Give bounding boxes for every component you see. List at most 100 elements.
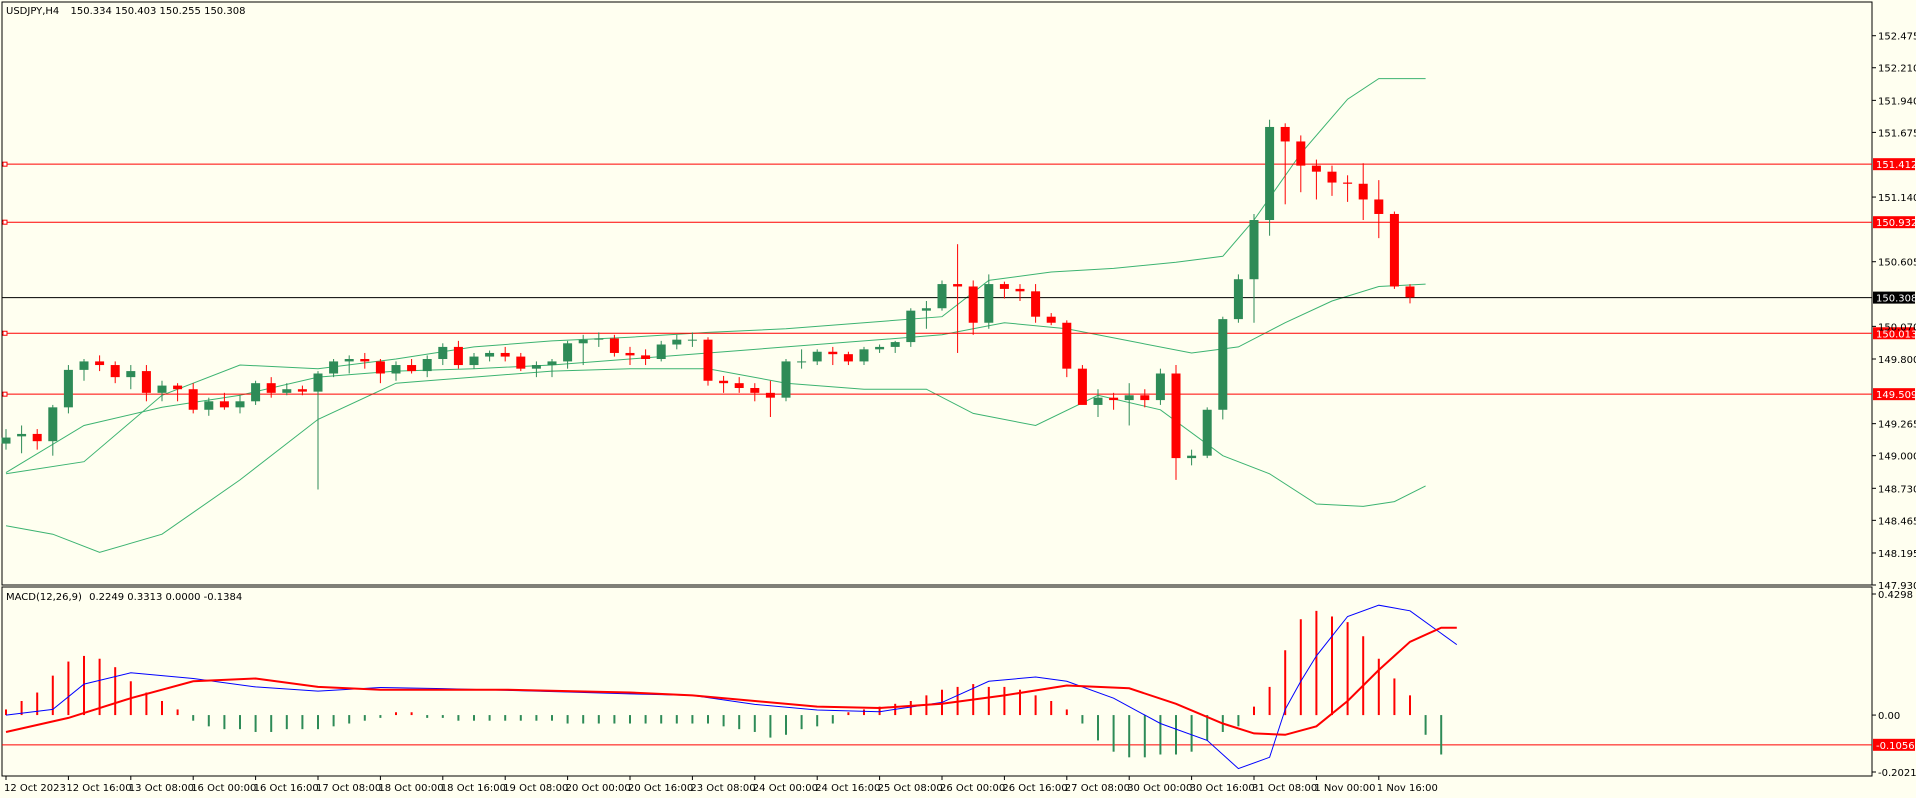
candle-body — [500, 352, 510, 357]
candle-body — [656, 344, 666, 359]
candle-body — [734, 383, 744, 389]
candle-body — [219, 401, 229, 408]
candle-body — [235, 401, 245, 408]
candle-body — [32, 433, 42, 442]
candle-body — [79, 361, 89, 370]
price-tick-label: 150.605 — [1878, 258, 1916, 269]
macd-line — [5, 604, 1458, 770]
price-tick-label: 149.800 — [1878, 355, 1916, 366]
time-tick-label: 26 Oct 16:00 — [1002, 783, 1067, 794]
candle-body — [95, 361, 105, 366]
macd-signal-line — [5, 626, 1457, 736]
candle-body — [1015, 288, 1025, 292]
price-tick-label: 147.930 — [1878, 581, 1916, 592]
time-tick-label: 25 Oct 08:00 — [878, 783, 943, 794]
candle-body — [1405, 286, 1415, 298]
current-price-tag — [1873, 291, 1915, 304]
candle-body — [48, 407, 58, 442]
candle-body — [1140, 395, 1150, 401]
price-tick-label: 148.730 — [1878, 484, 1916, 495]
candle-body — [485, 352, 495, 357]
time-tick-label: 24 Oct 00:00 — [753, 783, 818, 794]
chart-symbol-header: USDJPY,H4 150.334 150.403 150.255 150.30… — [6, 6, 245, 17]
candle-body — [578, 339, 588, 344]
price-level-label: 150.013 — [1876, 329, 1916, 340]
macd-level-tag — [1873, 738, 1915, 751]
ohlc-values: 150.334 150.403 150.255 150.308 — [70, 6, 245, 17]
candle-body — [1109, 397, 1119, 401]
candle-body — [204, 401, 214, 410]
time-tick-label: 26 Oct 00:00 — [940, 783, 1005, 794]
time-tick-label: 20 Oct 16:00 — [628, 783, 693, 794]
price-tick-label: 151.940 — [1878, 96, 1916, 107]
macd-pane[interactable]: -0.1056 0.4298 0.00 -0.2021 MACD(12,26,9) … — [1, 586, 1916, 779]
time-tick-label: 12 Oct 16:00 — [66, 783, 131, 794]
candle-body — [329, 361, 339, 374]
candle-body — [1202, 409, 1212, 456]
candle-body — [469, 356, 479, 366]
price-tick-label: 149.265 — [1878, 420, 1916, 431]
price-pane-border — [1, 1, 1873, 586]
candle-body — [687, 339, 697, 341]
time-tick-label: 13 Oct 08:00 — [129, 783, 194, 794]
candle-body — [750, 388, 760, 393]
candle-body — [1311, 165, 1321, 172]
symbol-label: USDJPY,H4 — [6, 6, 59, 17]
macd-level: -0.1056 — [2, 738, 1915, 752]
bollinger-lower-line — [5, 368, 1426, 553]
price-level-marker — [2, 219, 8, 225]
candle-body — [251, 383, 261, 402]
candle-body — [765, 392, 775, 398]
candle-body — [516, 356, 526, 369]
price-level-tag — [1873, 388, 1915, 401]
candle-body — [282, 389, 292, 393]
candle-body — [625, 352, 635, 356]
candle-body — [531, 365, 541, 369]
candle-body — [17, 433, 27, 437]
price-level-marker — [2, 330, 8, 336]
macd-lines — [5, 604, 1458, 770]
macd-axis: 0.4298 0.00 -0.2021 — [1872, 590, 1916, 779]
candle-body — [1280, 126, 1290, 142]
candle-body — [1296, 141, 1306, 166]
macd-pane-border — [1, 586, 1873, 777]
candle-body — [438, 346, 448, 359]
time-tick-label: 1 Nov 00:00 — [1314, 783, 1375, 794]
time-tick-label: 30 Oct 16:00 — [1190, 783, 1255, 794]
candle-body — [266, 383, 276, 393]
candle-body — [1093, 397, 1103, 405]
candle-body — [672, 339, 682, 345]
price-axis: 152.475 152.210 151.940 151.675 151.140 150.6… — [1872, 32, 1916, 592]
candle-body — [547, 361, 557, 366]
candle-body — [921, 308, 931, 311]
candle-body — [875, 346, 885, 350]
price-tick-label: 149.000 — [1878, 452, 1916, 463]
price-tick-label: 148.465 — [1878, 516, 1916, 527]
price-pane[interactable]: 151.412 150.932 150.013 149.509 150.308 152.… — [1, 1, 1916, 592]
candle-body — [422, 359, 432, 372]
candle-body — [1249, 220, 1259, 280]
price-tick-label: 148.195 — [1878, 549, 1916, 560]
macd-label: MACD(12,26,9) — [6, 592, 82, 603]
candle-body — [1171, 373, 1181, 459]
candle-body — [407, 365, 417, 372]
candle-body — [609, 338, 619, 353]
candle-body — [812, 351, 822, 362]
price-level-label: 151.412 — [1876, 160, 1916, 171]
price-levels: 151.412 150.932 150.013 149.509 150.308 — [2, 158, 1916, 401]
macd-header: MACD(12,26,9) 0.2249 0.3313 0.0000 -0.13… — [6, 592, 242, 603]
macd-tick-label: 0.4298 — [1878, 590, 1913, 601]
candle-body — [797, 361, 807, 363]
candle-body — [453, 346, 463, 366]
candle-body — [1, 437, 11, 444]
time-tick-label: 18 Oct 00:00 — [378, 783, 443, 794]
candle-body — [297, 389, 307, 392]
macd-level-label: -0.1056 — [1876, 741, 1915, 752]
price-tick-label: 151.675 — [1878, 128, 1916, 139]
candle-body — [313, 373, 323, 392]
candle-body — [594, 338, 604, 340]
candle-body — [937, 284, 947, 309]
time-tick-label: 31 Oct 08:00 — [1252, 783, 1317, 794]
